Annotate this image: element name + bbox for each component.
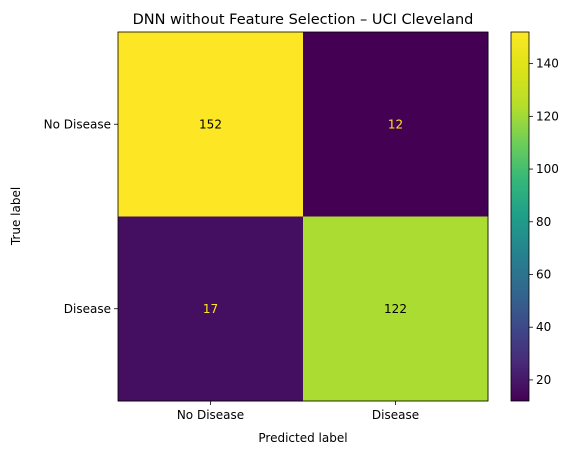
matrix-cell-labels: 152 12 17 122 (199, 117, 407, 316)
cell-value-label: 17 (203, 302, 218, 316)
matrix-cell (118, 216, 304, 402)
x-axis-label: Predicted label (258, 431, 347, 445)
y-tick-label: Disease (64, 302, 111, 316)
colorbar-ticks: 20 40 60 80 100 120 140 (529, 57, 559, 387)
colorbar (510, 31, 530, 402)
y-axis-ticks: No Disease Disease (44, 117, 118, 316)
matrix-cells (118, 32, 489, 402)
matrix-frame (117, 31, 489, 402)
colorbar-tick-label: 80 (536, 215, 551, 229)
colorbar-tick-label: 140 (536, 57, 559, 71)
colorbar-tick-label: 120 (536, 109, 559, 123)
cell-value-label: 122 (384, 302, 407, 316)
y-tick-label: No Disease (44, 117, 111, 131)
matrix-cell (303, 32, 489, 217)
matrix-cell (303, 216, 489, 402)
y-axis-label: True label (9, 187, 23, 246)
colorbar-tick-label: 20 (536, 373, 551, 387)
x-tick-label: Disease (372, 408, 419, 422)
x-axis-ticks: No Disease Disease (177, 401, 419, 422)
colorbar-tick-label: 40 (536, 320, 551, 334)
cell-value-label: 12 (388, 117, 403, 131)
chart-title: DNN without Feature Selection – UCI Clev… (133, 12, 474, 28)
colorbar-tick-label: 100 (536, 162, 559, 176)
cell-value-label: 152 (199, 117, 222, 131)
colorbar-tick-label: 60 (536, 267, 551, 281)
matrix-cell (118, 32, 304, 217)
x-tick-label: No Disease (177, 408, 244, 422)
